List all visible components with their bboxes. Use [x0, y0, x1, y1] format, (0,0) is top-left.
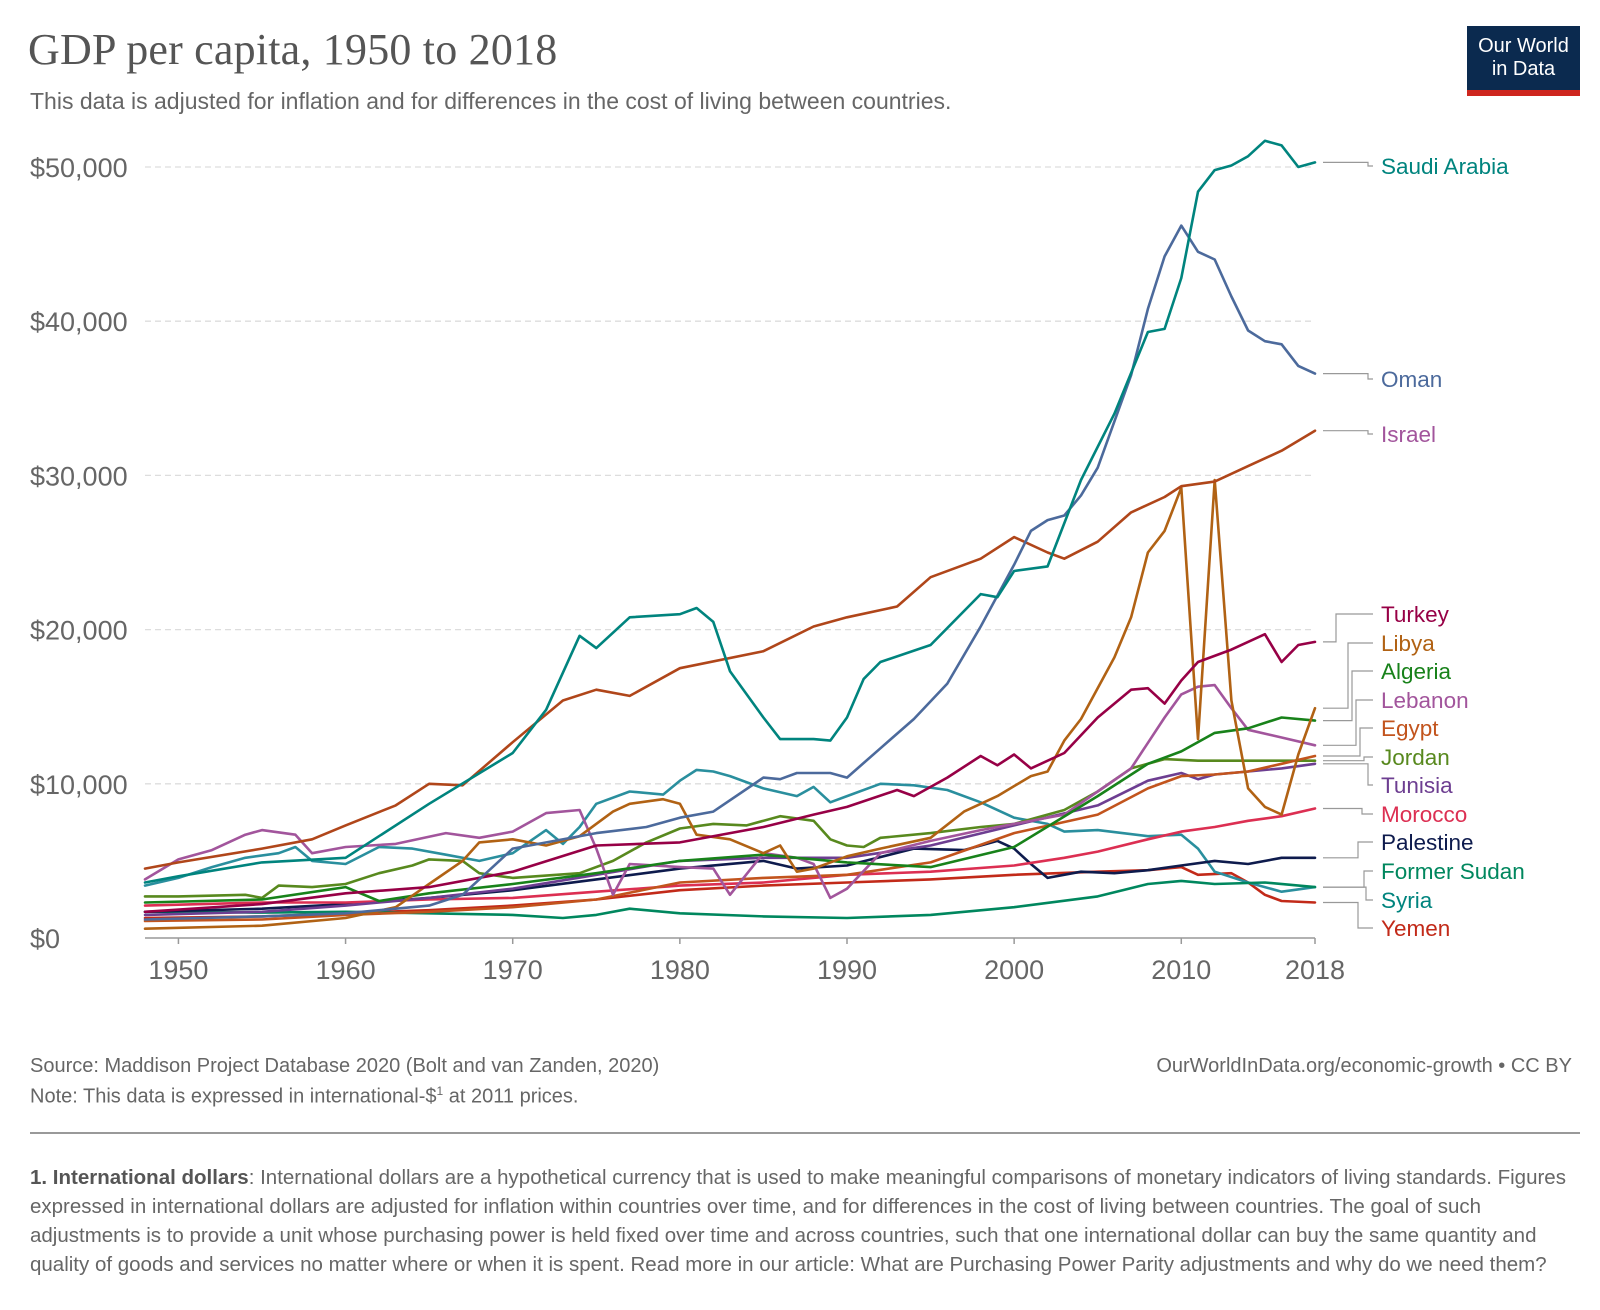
x-axis: 1950 1960 1970 1980 1990 2000 2010 2018: [145, 937, 1345, 985]
series-labels: Saudi Arabia Oman Israel Turkey Libya Algeria…: [1323, 154, 1525, 941]
connector-tunisia: [1323, 763, 1373, 786]
footer-divider: [30, 1132, 1580, 1134]
series-label-morocco: Morocco: [1381, 802, 1467, 827]
y-tick-label: $40,000: [30, 307, 128, 337]
series-line-lebanon: [143, 683, 1317, 900]
connector-palestine: [1323, 841, 1373, 859]
series-label-lebanon: Lebanon: [1381, 688, 1469, 713]
series-line-saudi-arabia: [143, 139, 1317, 884]
connector-lebanon: [1323, 699, 1373, 746]
y-tick-label: $0: [30, 924, 60, 954]
chart-subtitle: This data is adjusted for inflation and …: [30, 88, 952, 114]
series-lines: [143, 139, 1317, 930]
connector-turkey: [1323, 613, 1373, 643]
x-tick-label: 1970: [483, 955, 543, 985]
series-label-algeria: Algeria: [1381, 659, 1452, 684]
series-label-syria: Syria: [1381, 888, 1433, 913]
y-axis-ticks: $0 $10,000 $20,000 $30,000 $40,000 $50,000: [30, 153, 128, 954]
y-tick-label: $50,000: [30, 153, 128, 183]
series-label-palestine: Palestine: [1381, 830, 1474, 855]
connector-oman: [1323, 373, 1373, 380]
series-label-saudi-arabia: Saudi Arabia: [1381, 154, 1509, 179]
x-tick-label: 2010: [1151, 955, 1211, 985]
y-tick-label: $30,000: [30, 461, 128, 491]
x-tick-label: 1990: [817, 955, 877, 985]
source-url-link[interactable]: OurWorldInData.org/economic-growth • CC …: [1156, 1055, 1572, 1077]
series-label-egypt: Egypt: [1381, 716, 1439, 741]
series-line-egypt: [143, 754, 1317, 923]
x-tick-label: 1980: [650, 955, 710, 985]
connector-israel: [1323, 430, 1373, 435]
x-tick-label: 1950: [148, 955, 208, 985]
note-prefix: Note: This data is expressed in internat…: [30, 1085, 437, 1108]
series-line-libya: [143, 478, 1317, 930]
connector-morocco: [1323, 807, 1373, 815]
footnote: 1. International dollars: International …: [30, 1163, 1570, 1279]
connector-yemen: [1323, 901, 1373, 929]
note-superscript[interactable]: 1: [436, 1084, 444, 1098]
footnote-body: : International dollars are a hypothetic…: [30, 1166, 1566, 1276]
series-label-jordan: Jordan: [1381, 745, 1450, 770]
series-label-former-sudan: Former Sudan: [1381, 859, 1525, 884]
grid-lines: [145, 166, 1315, 785]
logo-line-1: Our World: [1478, 35, 1569, 57]
series-line-turkey: [143, 632, 1317, 914]
note-suffix: at 2011 prices.: [443, 1085, 579, 1108]
connector-syria: [1323, 886, 1373, 901]
series-line-israel: [143, 429, 1317, 870]
series-label-libya: Libya: [1381, 631, 1435, 656]
series-line-oman: [143, 224, 1317, 921]
chart-title: GDP per capita, 1950 to 2018: [28, 25, 558, 74]
series-label-yemen: Yemen: [1381, 916, 1450, 941]
series-label-turkey: Turkey: [1381, 602, 1450, 627]
connector-jordan: [1323, 756, 1373, 762]
y-tick-label: $20,000: [30, 616, 128, 646]
connector-libya: [1323, 642, 1373, 709]
series-label-tunisia: Tunisia: [1381, 773, 1453, 798]
series-line-syria: [143, 768, 1317, 893]
connector-egypt: [1323, 727, 1373, 757]
x-tick-label: 2000: [984, 955, 1044, 985]
series-label-israel: Israel: [1381, 422, 1436, 447]
series-line-algeria: [143, 716, 1317, 904]
series-label-oman: Oman: [1381, 367, 1442, 392]
series-line-jordan: [143, 757, 1317, 900]
owid-logo[interactable]: Our World in Data: [1467, 26, 1580, 96]
series-line-morocco: [143, 807, 1317, 907]
x-tick-label: 1960: [316, 955, 376, 985]
source-text: Source: Maddison Project Database 2020 (…: [30, 1055, 660, 1077]
connector-saudi-arabia: [1323, 161, 1373, 167]
note-text: Note: This data is expressed in internat…: [30, 1084, 578, 1109]
connector-former-sudan: [1323, 870, 1373, 888]
footnote-term: 1. International dollars: [30, 1166, 249, 1189]
line-chart: $0 $10,000 $20,000 $30,000 $40,000 $50,000 19…: [30, 139, 1525, 985]
connector-algeria: [1323, 670, 1373, 722]
y-tick-label: $10,000: [30, 770, 128, 800]
logo-line-2: in Data: [1491, 58, 1556, 80]
x-tick-label: 2018: [1285, 955, 1345, 985]
